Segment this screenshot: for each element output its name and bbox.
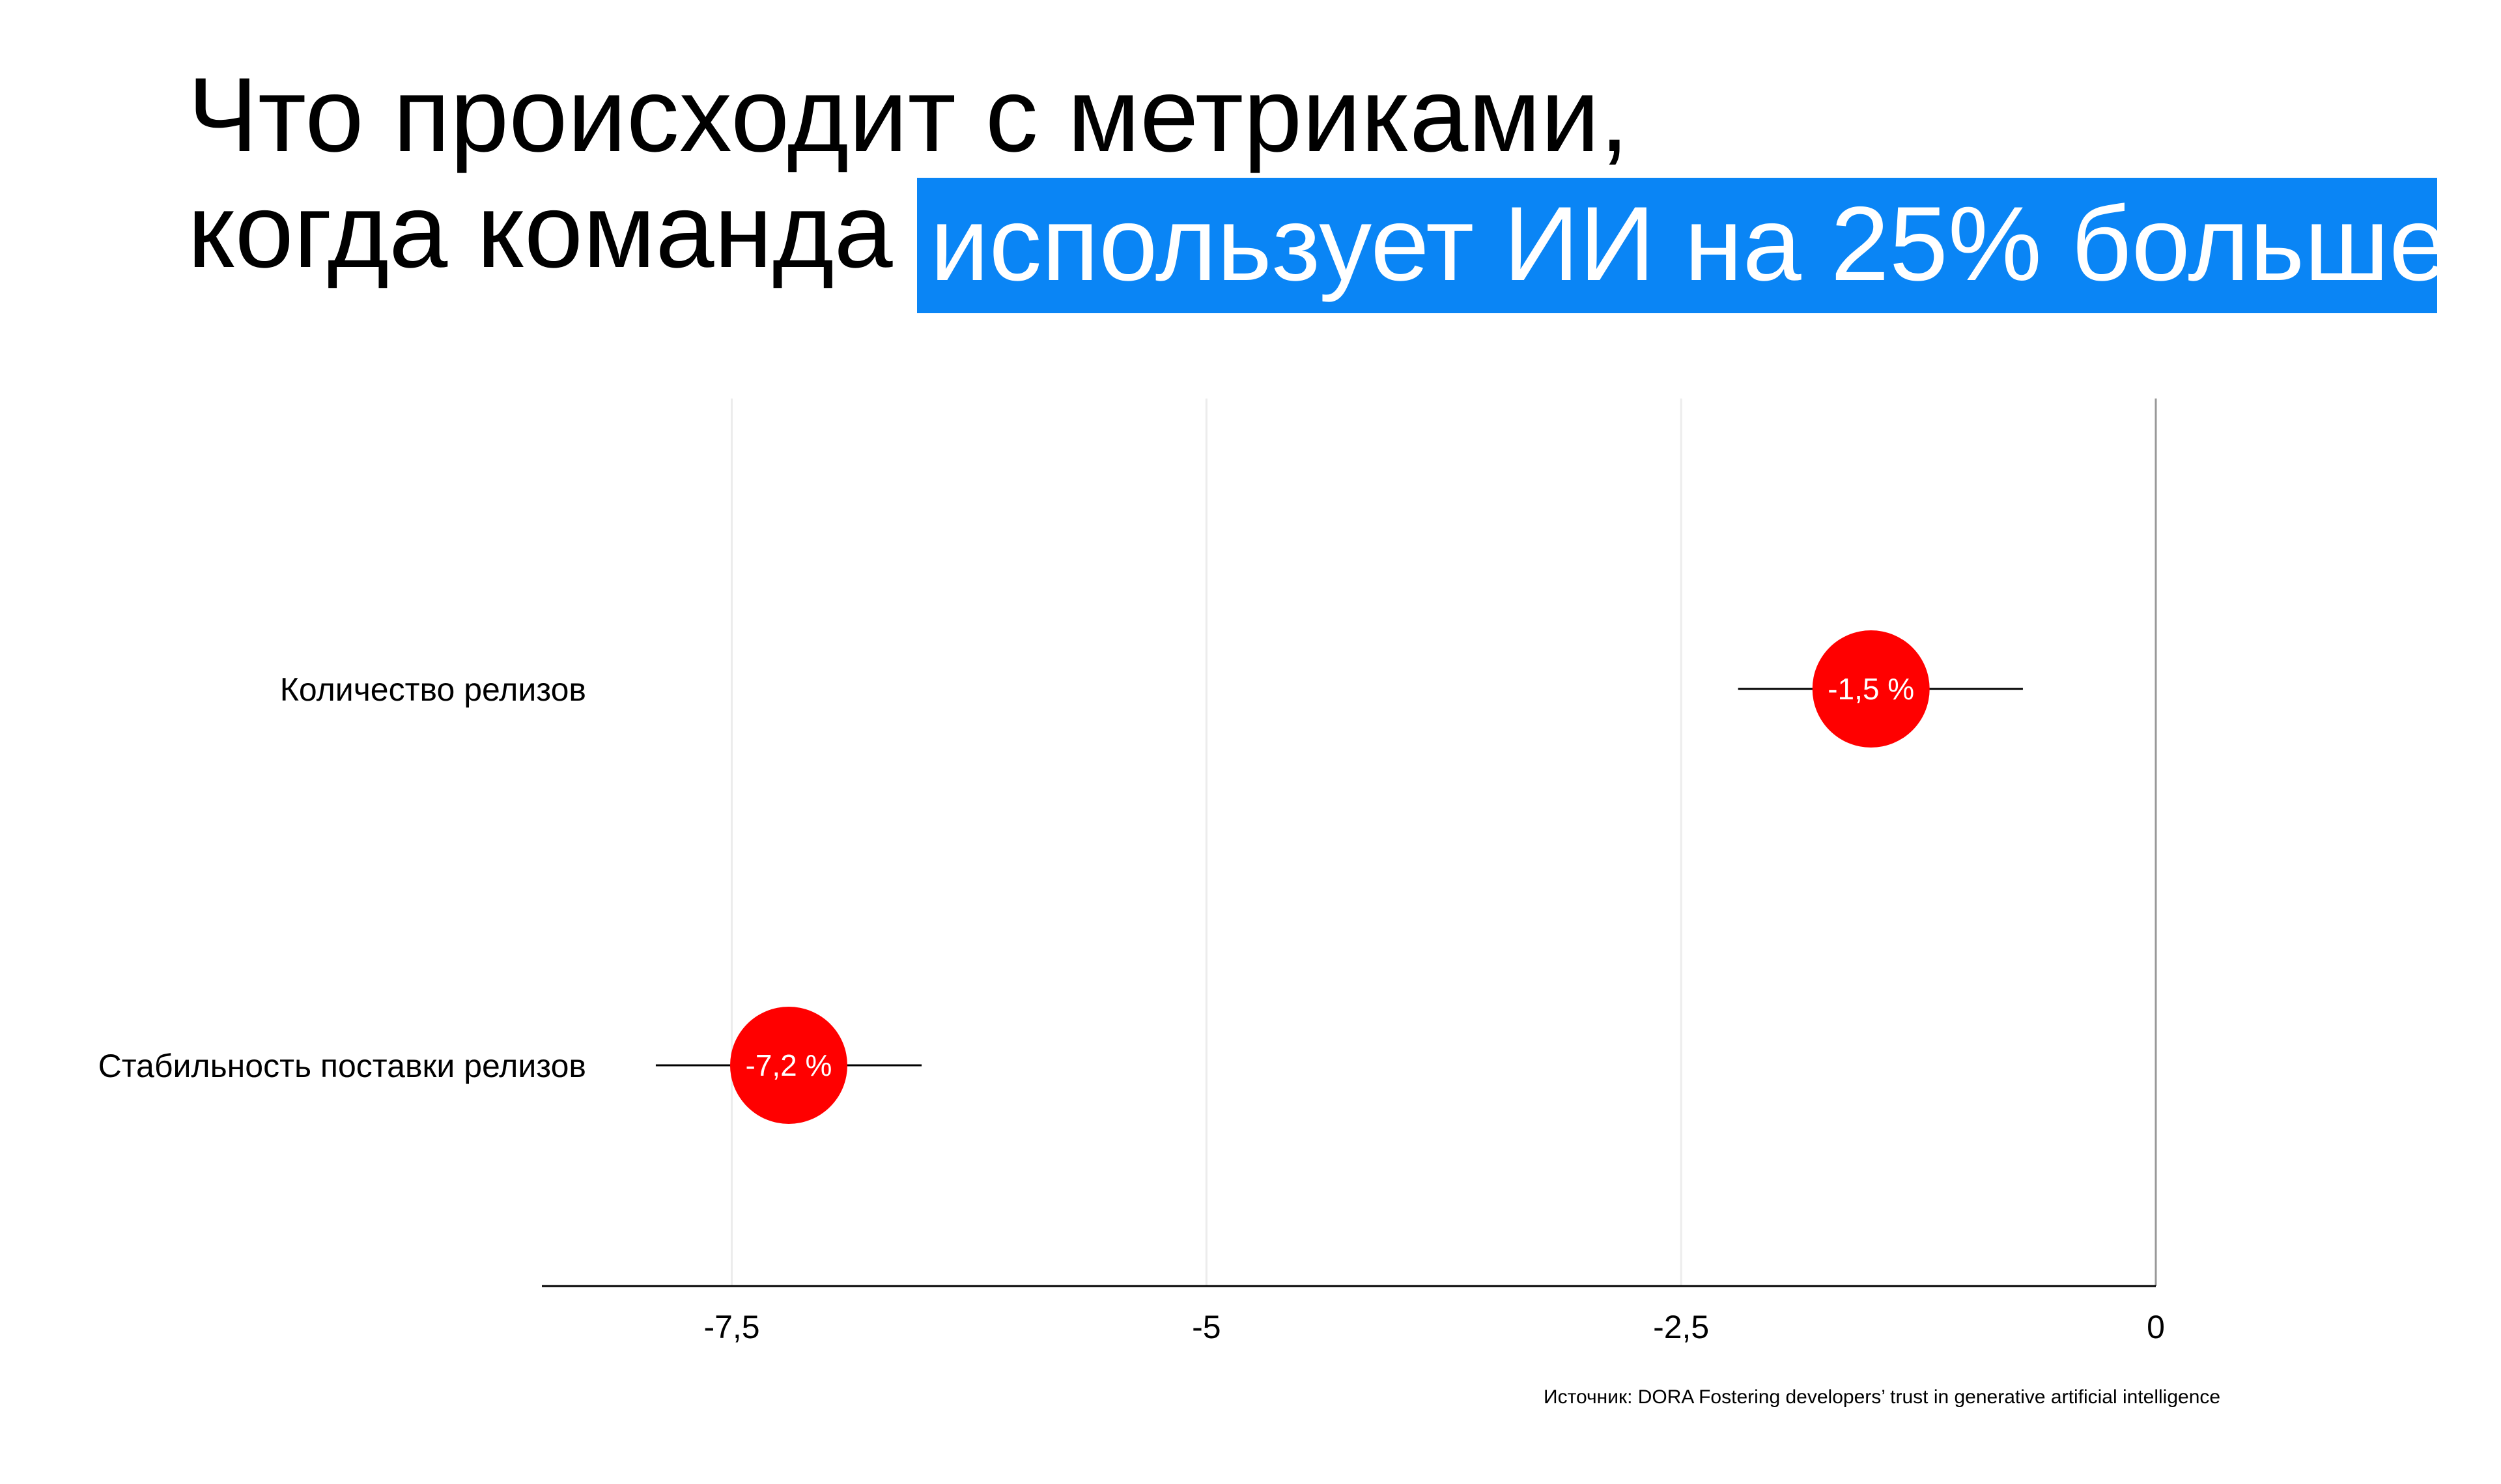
title-line-1: Что происходит с метриками, (188, 56, 1630, 174)
tick-labels: -7,5 -5 -2,5 0 (703, 1309, 2164, 1345)
data-point (729, 1007, 847, 1124)
source-note: Источник: DORA Fostering developers’ tru… (1544, 1386, 2221, 1408)
title-line-2-plain: когда команда (188, 172, 893, 290)
x-tick-label: -2,5 (1653, 1309, 1709, 1345)
title-highlight-box (917, 178, 2437, 313)
category-labels: Количество релизов Стабильность поставки … (98, 671, 586, 1084)
x-tick-label: -5 (1192, 1309, 1221, 1345)
x-tick-label: 0 (2147, 1309, 2165, 1345)
page-title: Что происходит с метриками, когда команд… (188, 57, 1629, 289)
data-point (1812, 630, 1930, 748)
data-marks: -1,5 % -7,2 % (655, 630, 2023, 1124)
axes (542, 399, 2157, 1287)
data-label: -1,5 % (1828, 672, 1914, 706)
data-label: -7,2 % (746, 1048, 832, 1082)
category-label: Стабильность поставки релизов (98, 1048, 586, 1084)
gridlines (731, 399, 1682, 1286)
title-line-2-highlight: использует ИИ на 25% больше (930, 185, 2448, 303)
x-tick-label: -7,5 (703, 1309, 759, 1345)
category-label: Количество релизов (280, 671, 586, 708)
